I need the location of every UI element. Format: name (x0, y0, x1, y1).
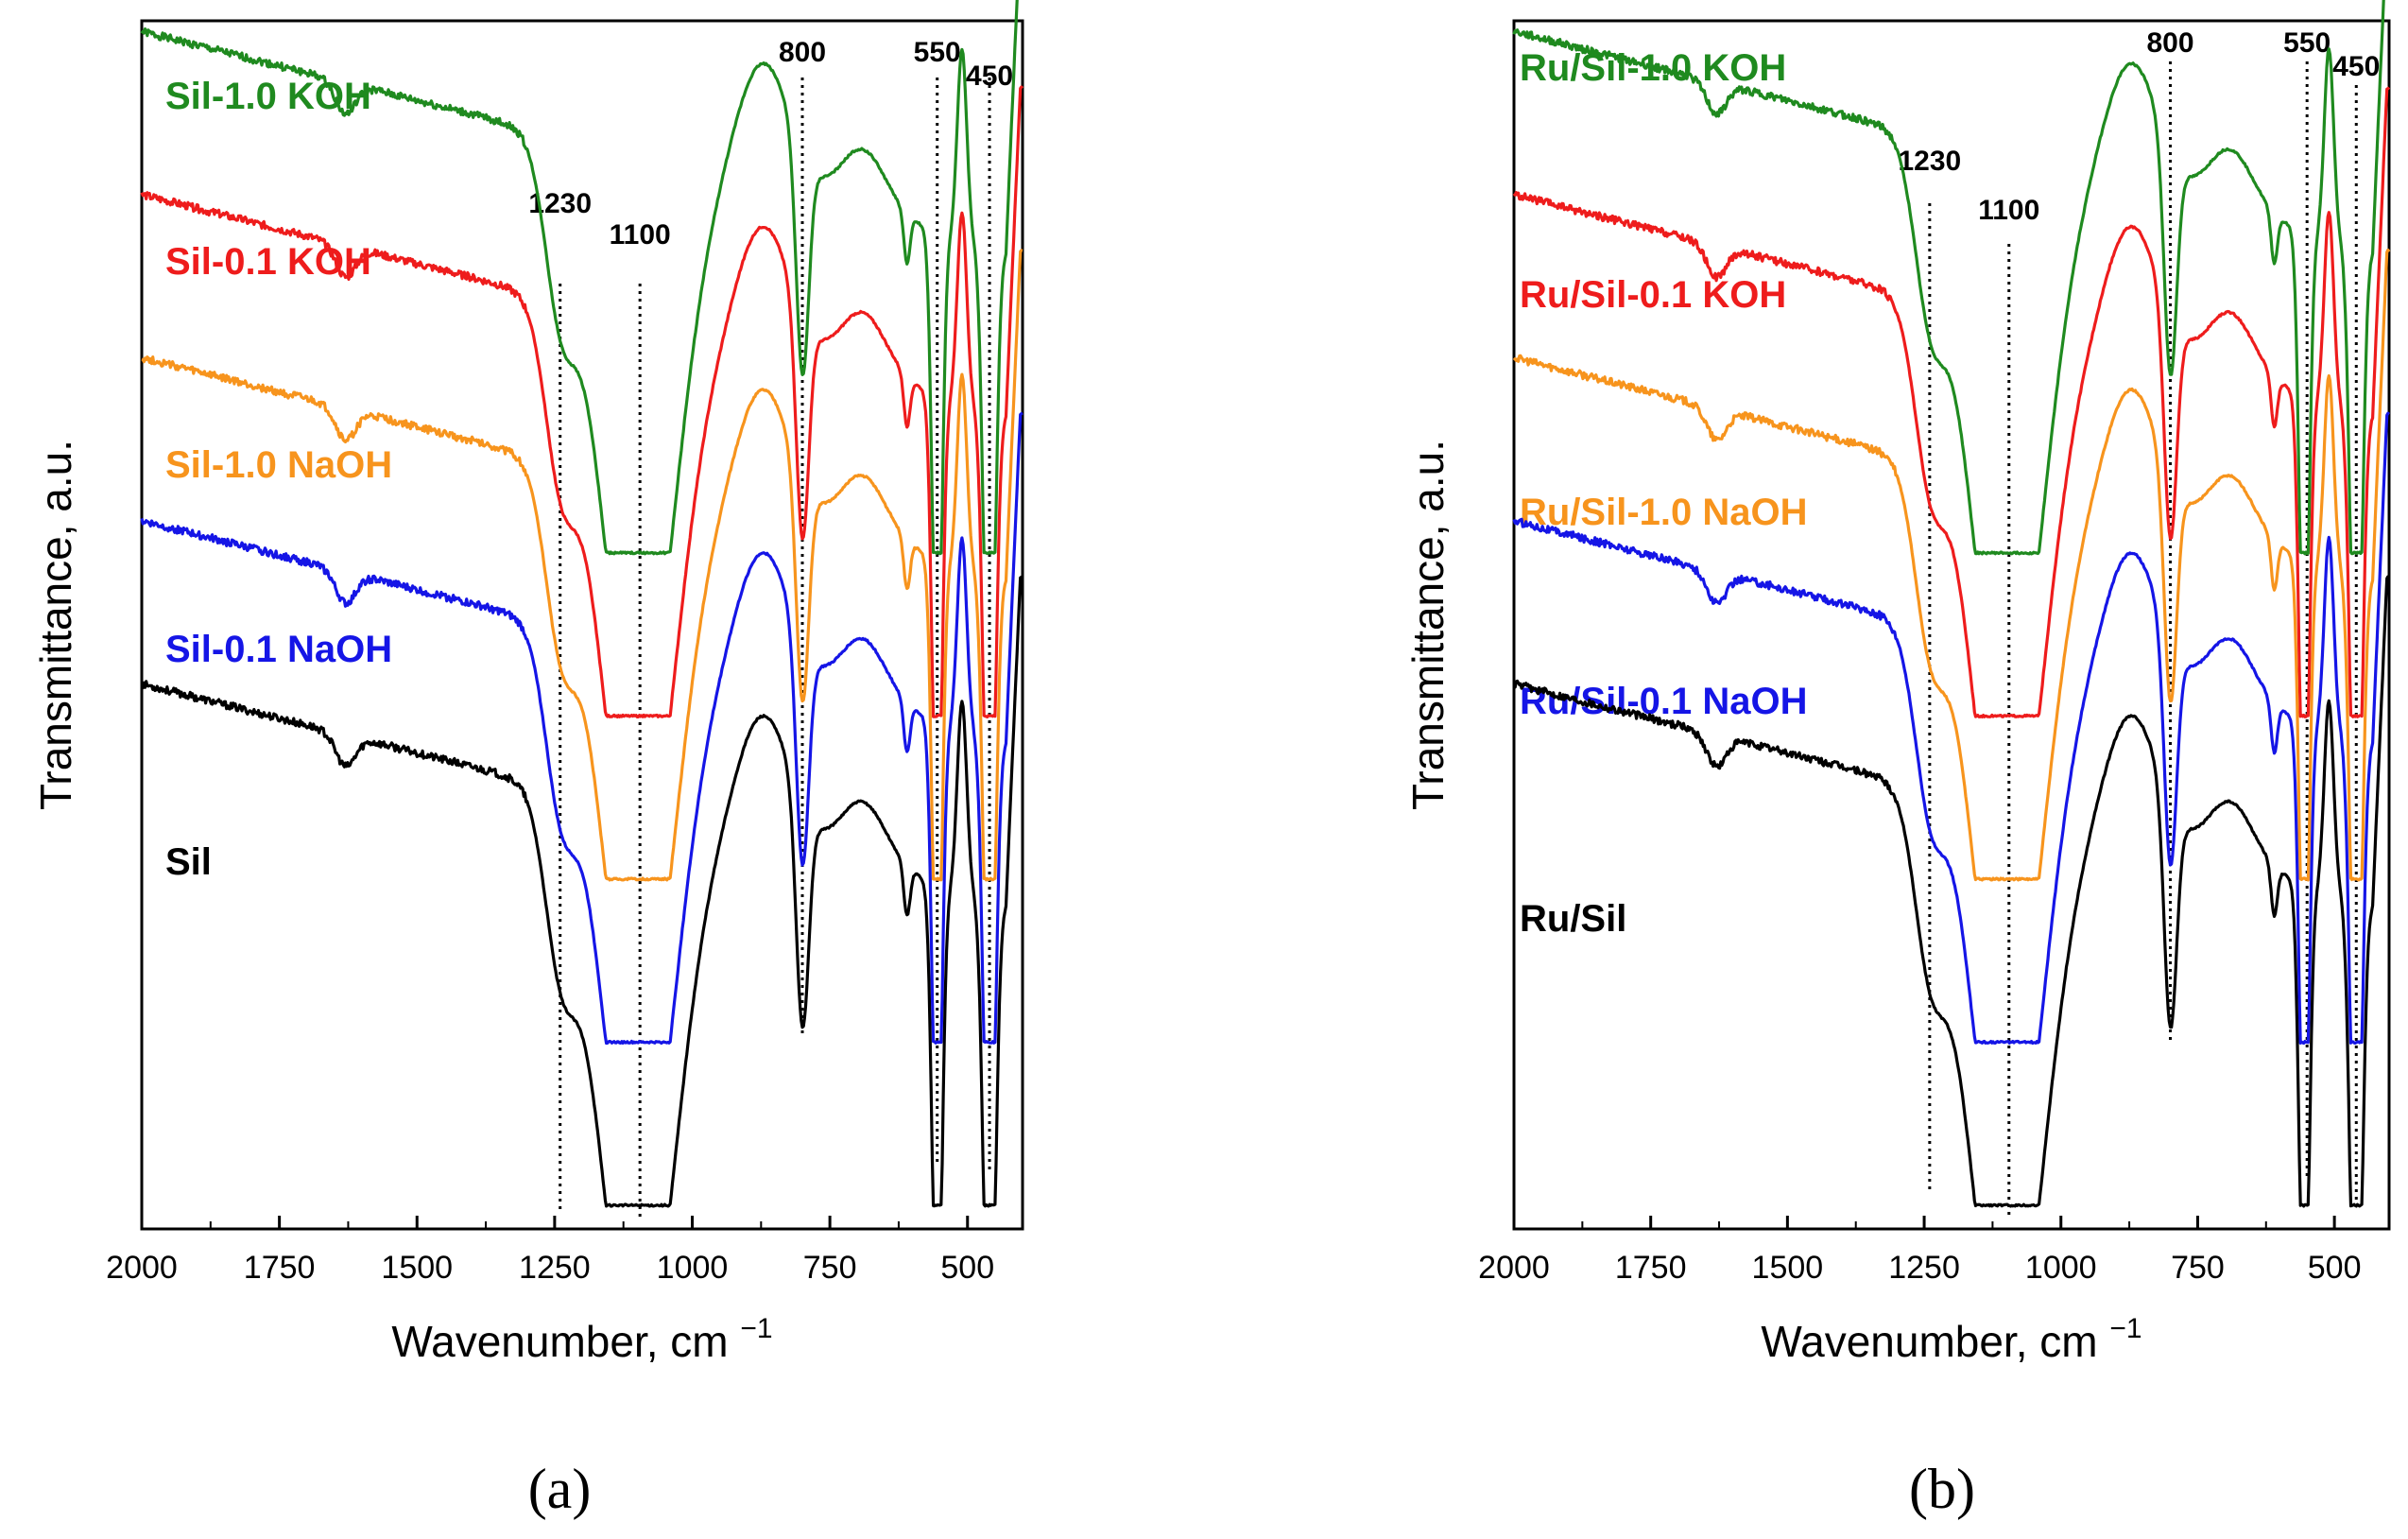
x-tick-label-1000: 1000 (2025, 1250, 2097, 1286)
x-tick-label-2000: 2000 (106, 1250, 178, 1286)
peak-label-450: 450 (2332, 51, 2380, 82)
series-line-sil-1-0-koh (140, 0, 1019, 556)
series-line-ru-sil-0-1-naoh (1512, 411, 2391, 1046)
peak-label-1100: 1100 (610, 219, 671, 251)
series-label-sil-1-0-naoh: Sil-1.0 NaOH (165, 444, 392, 486)
y-axis-title: Transmittance, a.u. (1403, 440, 1453, 810)
x-tick-label-1250: 1250 (1888, 1250, 1960, 1286)
series-line-sil-1-0-naoh (141, 249, 1023, 882)
series-line-ru-sil (1512, 575, 2390, 1208)
series-label-sil-1-0-koh: Sil-1.0 KOH (165, 76, 371, 117)
series-label-ru-sil-0-1-naoh: Ru/Sil-0.1 NaOH (1520, 681, 1808, 722)
panel-b: 2000 1750 1500 1250 1000 750 500 Wavenumber, cm… (1403, 0, 2391, 1520)
x-tick-label-2000: 2000 (1478, 1250, 1550, 1286)
series-line-ru-sil-1-0-naoh (1512, 248, 2391, 882)
peak-label-450: 450 (966, 61, 1013, 92)
series-line-sil (140, 575, 1023, 1208)
x-axis-title: Wavenumber, cm −1 (391, 1313, 772, 1366)
series-label-ru-sil-1-0-koh: Ru/Sil-1.0 KOH (1520, 47, 1786, 89)
x-tick-label-1500: 1500 (381, 1250, 453, 1286)
x-tick-label-750: 750 (2171, 1250, 2225, 1286)
plot-frame (1512, 19, 2391, 1231)
x-tick-label-500: 500 (2308, 1250, 2362, 1286)
x-tick-label-1750: 1750 (1615, 1250, 1687, 1286)
series-label-sil: Sil (165, 841, 212, 883)
peak-label-800: 800 (779, 37, 826, 68)
peak-label-550: 550 (914, 37, 961, 68)
x-tick-label-1750: 1750 (244, 1250, 316, 1286)
peak-label-800: 800 (2146, 27, 2193, 59)
plot-frame (140, 19, 1024, 1231)
series-line-ru-sil-0-1-koh (1512, 86, 2391, 718)
series-line-ru-sil-1-0-koh (1512, 0, 2385, 556)
x-tick-label-750: 750 (803, 1250, 857, 1286)
panel-a: 2000 1750 1500 1250 1000 750 500 Wavenumber, cm… (31, 0, 1024, 1520)
x-tick-label-1500: 1500 (1752, 1250, 1824, 1286)
x-axis-title-superscript: −1 (740, 1313, 772, 1344)
series-label-ru-sil-0-1-koh: Ru/Sil-0.1 KOH (1520, 274, 1786, 316)
peak-label-1100: 1100 (1978, 195, 2039, 226)
x-tick-label-500: 500 (940, 1250, 994, 1286)
series-line-sil-0-1-koh (140, 85, 1024, 718)
panel-label-b: (b) (1909, 1458, 1975, 1520)
x-tick-label-1250: 1250 (519, 1250, 591, 1286)
x-axis-title-superscript: −1 (2109, 1313, 2141, 1344)
peak-label-1230: 1230 (1898, 146, 1961, 177)
x-axis-title: Wavenumber, cm −1 (1761, 1313, 2141, 1366)
panel-label-a: (a) (528, 1458, 592, 1520)
series-label-sil-0-1-naoh: Sil-0.1 NaOH (165, 629, 392, 670)
peak-label-550: 550 (2283, 27, 2331, 59)
series-label-ru-sil-1-0-naoh: Ru/Sil-1.0 NaOH (1520, 492, 1808, 533)
y-axis-title: Transmittance, a.u. (31, 440, 80, 810)
x-tick-label-1000: 1000 (657, 1250, 729, 1286)
series-label-ru-sil: Ru/Sil (1520, 898, 1626, 940)
series-line-sil-0-1-naoh (140, 411, 1023, 1046)
series-label-sil-0-1-koh: Sil-0.1 KOH (165, 241, 371, 283)
